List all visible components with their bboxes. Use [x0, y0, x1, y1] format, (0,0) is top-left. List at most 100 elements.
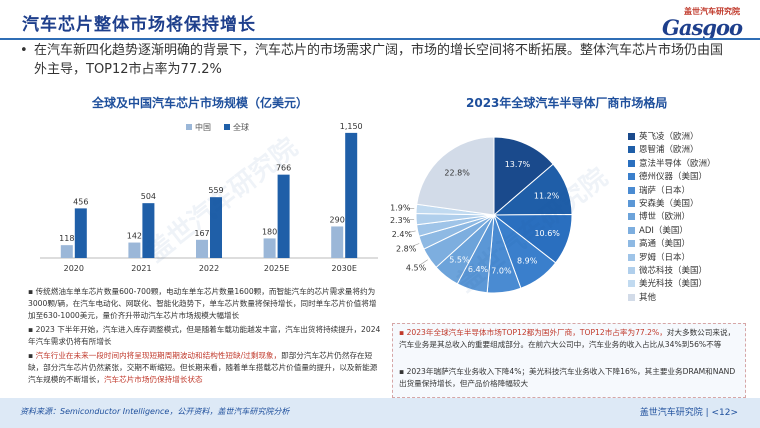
x-tick-label: 2025E [264, 264, 289, 273]
pie-slice-12 [416, 136, 495, 216]
page-number: 盖世汽车研究院 | <12> [639, 408, 738, 418]
bar-value-label: 766 [276, 164, 291, 173]
title-divider [0, 38, 760, 40]
legend-label: 英飞凌（欧洲） [639, 132, 699, 142]
pie-value-label: 1.9% [390, 204, 411, 213]
pie-legend-item: 高通（美国） [628, 237, 690, 249]
left-note-2: ▪ 2023 下半年开始，汽车进入库存调整模式，但是随着车载功能越发丰富，汽车出… [28, 325, 381, 346]
legend-swatch [628, 186, 635, 194]
legend-swatch [628, 173, 635, 181]
legend-label: 罗姆（日本） [639, 252, 691, 263]
pie-legend-item: 美光科技（美国） [628, 277, 707, 289]
bar-china-2022 [196, 239, 208, 258]
bar-china-2021 [128, 242, 141, 258]
pie-legend-item: ADI（美国） [628, 224, 688, 236]
intro-text: 在汽车新四化趋势逐渐明确的背景下，汽车芯片的市场需求广阔，市场的增长空间将不断拓… [34, 43, 724, 77]
bar-china-2025E [263, 238, 276, 258]
bar-value-label: 118 [59, 234, 74, 243]
pie-leader-line [407, 230, 416, 233]
pie-slice-0 [493, 136, 554, 217]
bar-value-label: 504 [141, 192, 156, 201]
legend-label: 安森美（美国） [639, 199, 699, 209]
brand-logo: 盖世汽车研究院 Gasgoo [634, 6, 743, 40]
bar-global-2022 [210, 197, 222, 258]
bar-value-label: 1,150 [340, 122, 363, 131]
bar-value-label: 290 [330, 215, 345, 224]
pie-legend-item: 瑞萨（日本） [628, 184, 690, 196]
legend-swatch [224, 124, 230, 130]
pie-legend-item: 意法半导体（欧洲） [628, 157, 716, 169]
right-notes: ▪ 2023年全球汽车半导体市场TOP12都为国外厂商，TOP12市占率为77.… [392, 323, 746, 398]
legend-swatch [628, 159, 635, 167]
x-tick-label: 2021 [131, 264, 151, 273]
legend-swatch [628, 200, 635, 207]
right-note-1: ▪ 2023年全球汽车半导体市场TOP12都为国外厂商，TOP12市占率为77.… [399, 328, 736, 349]
footer-bar: 资料来源：Semiconductor Intelligence，公开资料，盖世汽… [0, 398, 760, 428]
pie-value-label: 2.8% [396, 245, 417, 254]
left-note-1: ▪ 传统燃油车单车芯片数量600-700颗，电动车单车芯片数量1600颗，而智能… [28, 287, 377, 320]
legend-swatch [628, 253, 635, 261]
pie-leader-line [420, 259, 428, 265]
pie-value-label: 7.0% [491, 267, 512, 276]
pie-legend-item: 英飞凌（欧洲） [628, 130, 699, 142]
pie-legend-item: 罗姆（日本） [628, 251, 690, 263]
pie-legend-item: 恩智浦（欧洲） [628, 143, 699, 155]
bar-value-label: 167 [194, 229, 209, 238]
bar-value-label: 559 [208, 186, 223, 195]
left-note-3: ▪ 汽车行业在未来一段时间内将呈现短期周期波动和结构性短缺/过剩现象，即部分汽车… [28, 351, 378, 384]
pie-value-label: 10.6% [534, 229, 560, 238]
legend-swatch [628, 293, 635, 301]
legend-label: 博世（欧洲） [639, 212, 691, 223]
legend-swatch [628, 146, 635, 154]
x-tick-label: 2030E [331, 264, 356, 273]
bar-value-label: 180 [262, 227, 277, 236]
bar-global-2030E [345, 132, 358, 258]
legend-label: 其他 [639, 292, 657, 303]
pie-legend-item: 博世（欧洲） [628, 210, 690, 222]
bar-global-2020 [74, 208, 87, 258]
bar-global-2021 [142, 203, 155, 258]
pie-legend-item: 安森美（美国） [628, 197, 699, 209]
legend-swatch [628, 280, 635, 288]
logo-en-text: Gasgoo [661, 15, 743, 40]
legend-label: 中国 [195, 122, 211, 132]
right-note-2: ▪ 2023年瑞萨汽车业务收入下降4%；美光科技汽车业务收入下降16%，其主要业… [399, 367, 736, 388]
bar-global-2025E [277, 174, 290, 258]
pie-legend-item: 德州仪器（美国） [628, 170, 707, 182]
legend-swatch [628, 213, 635, 221]
bullet-marker: • [20, 43, 28, 58]
pie-value-label: 2.3% [390, 216, 411, 225]
pie-chart-title: 2023年全球汽车半导体厂商市场格局 [466, 96, 668, 110]
x-tick-label: 2022 [199, 264, 219, 273]
pie-value-label: 6.4% [468, 265, 489, 274]
intro-bullet: • 在汽车新四化趋势逐渐明确的背景下，汽车芯片的市场需求广阔，市场的增长空间将不… [20, 41, 724, 79]
page-title: 汽车芯片整体市场将保持增长 [22, 15, 256, 35]
bar-china-2020 [60, 245, 73, 258]
legend-label: 美光科技（美国） [639, 279, 708, 290]
bar-value-label: 142 [127, 232, 142, 241]
x-tick-label: 2020 [64, 264, 84, 273]
legend-label: 全球 [233, 122, 249, 132]
legend-label: 高通（美国） [639, 239, 691, 250]
legend-label: 瑞萨（日本） [639, 185, 691, 196]
bar-value-label: 456 [73, 197, 88, 206]
pie-value-label: 5.5% [449, 255, 470, 264]
pie-value-label: 8.9% [517, 256, 538, 265]
legend-swatch [628, 240, 635, 248]
legend-label: 恩智浦（欧洲） [639, 145, 699, 156]
logo-cn-text: 盖世汽车研究院 [684, 7, 740, 16]
legend-swatch [628, 226, 635, 234]
source-note: 资料来源：Semiconductor Intelligence，公开资料，盖世汽… [20, 407, 290, 416]
pie-value-label: 13.7% [505, 160, 531, 169]
left-notes: ▪ 传统燃油车单车芯片数量600-700颗，电动车单车芯片数量1600颗，而智能… [20, 286, 386, 396]
pie-value-label: 2.4% [392, 230, 413, 239]
pie-value-label: 4.5% [406, 264, 427, 273]
legend-label: 德州仪器（美国） [639, 172, 708, 183]
legend-label: 意法半导体（欧洲） [639, 158, 716, 169]
legend-swatch [186, 124, 192, 130]
pie-leader-line [406, 207, 415, 210]
legend-swatch [628, 267, 635, 274]
bar-china-2030E [331, 226, 344, 258]
pie-leader-line [411, 243, 420, 247]
